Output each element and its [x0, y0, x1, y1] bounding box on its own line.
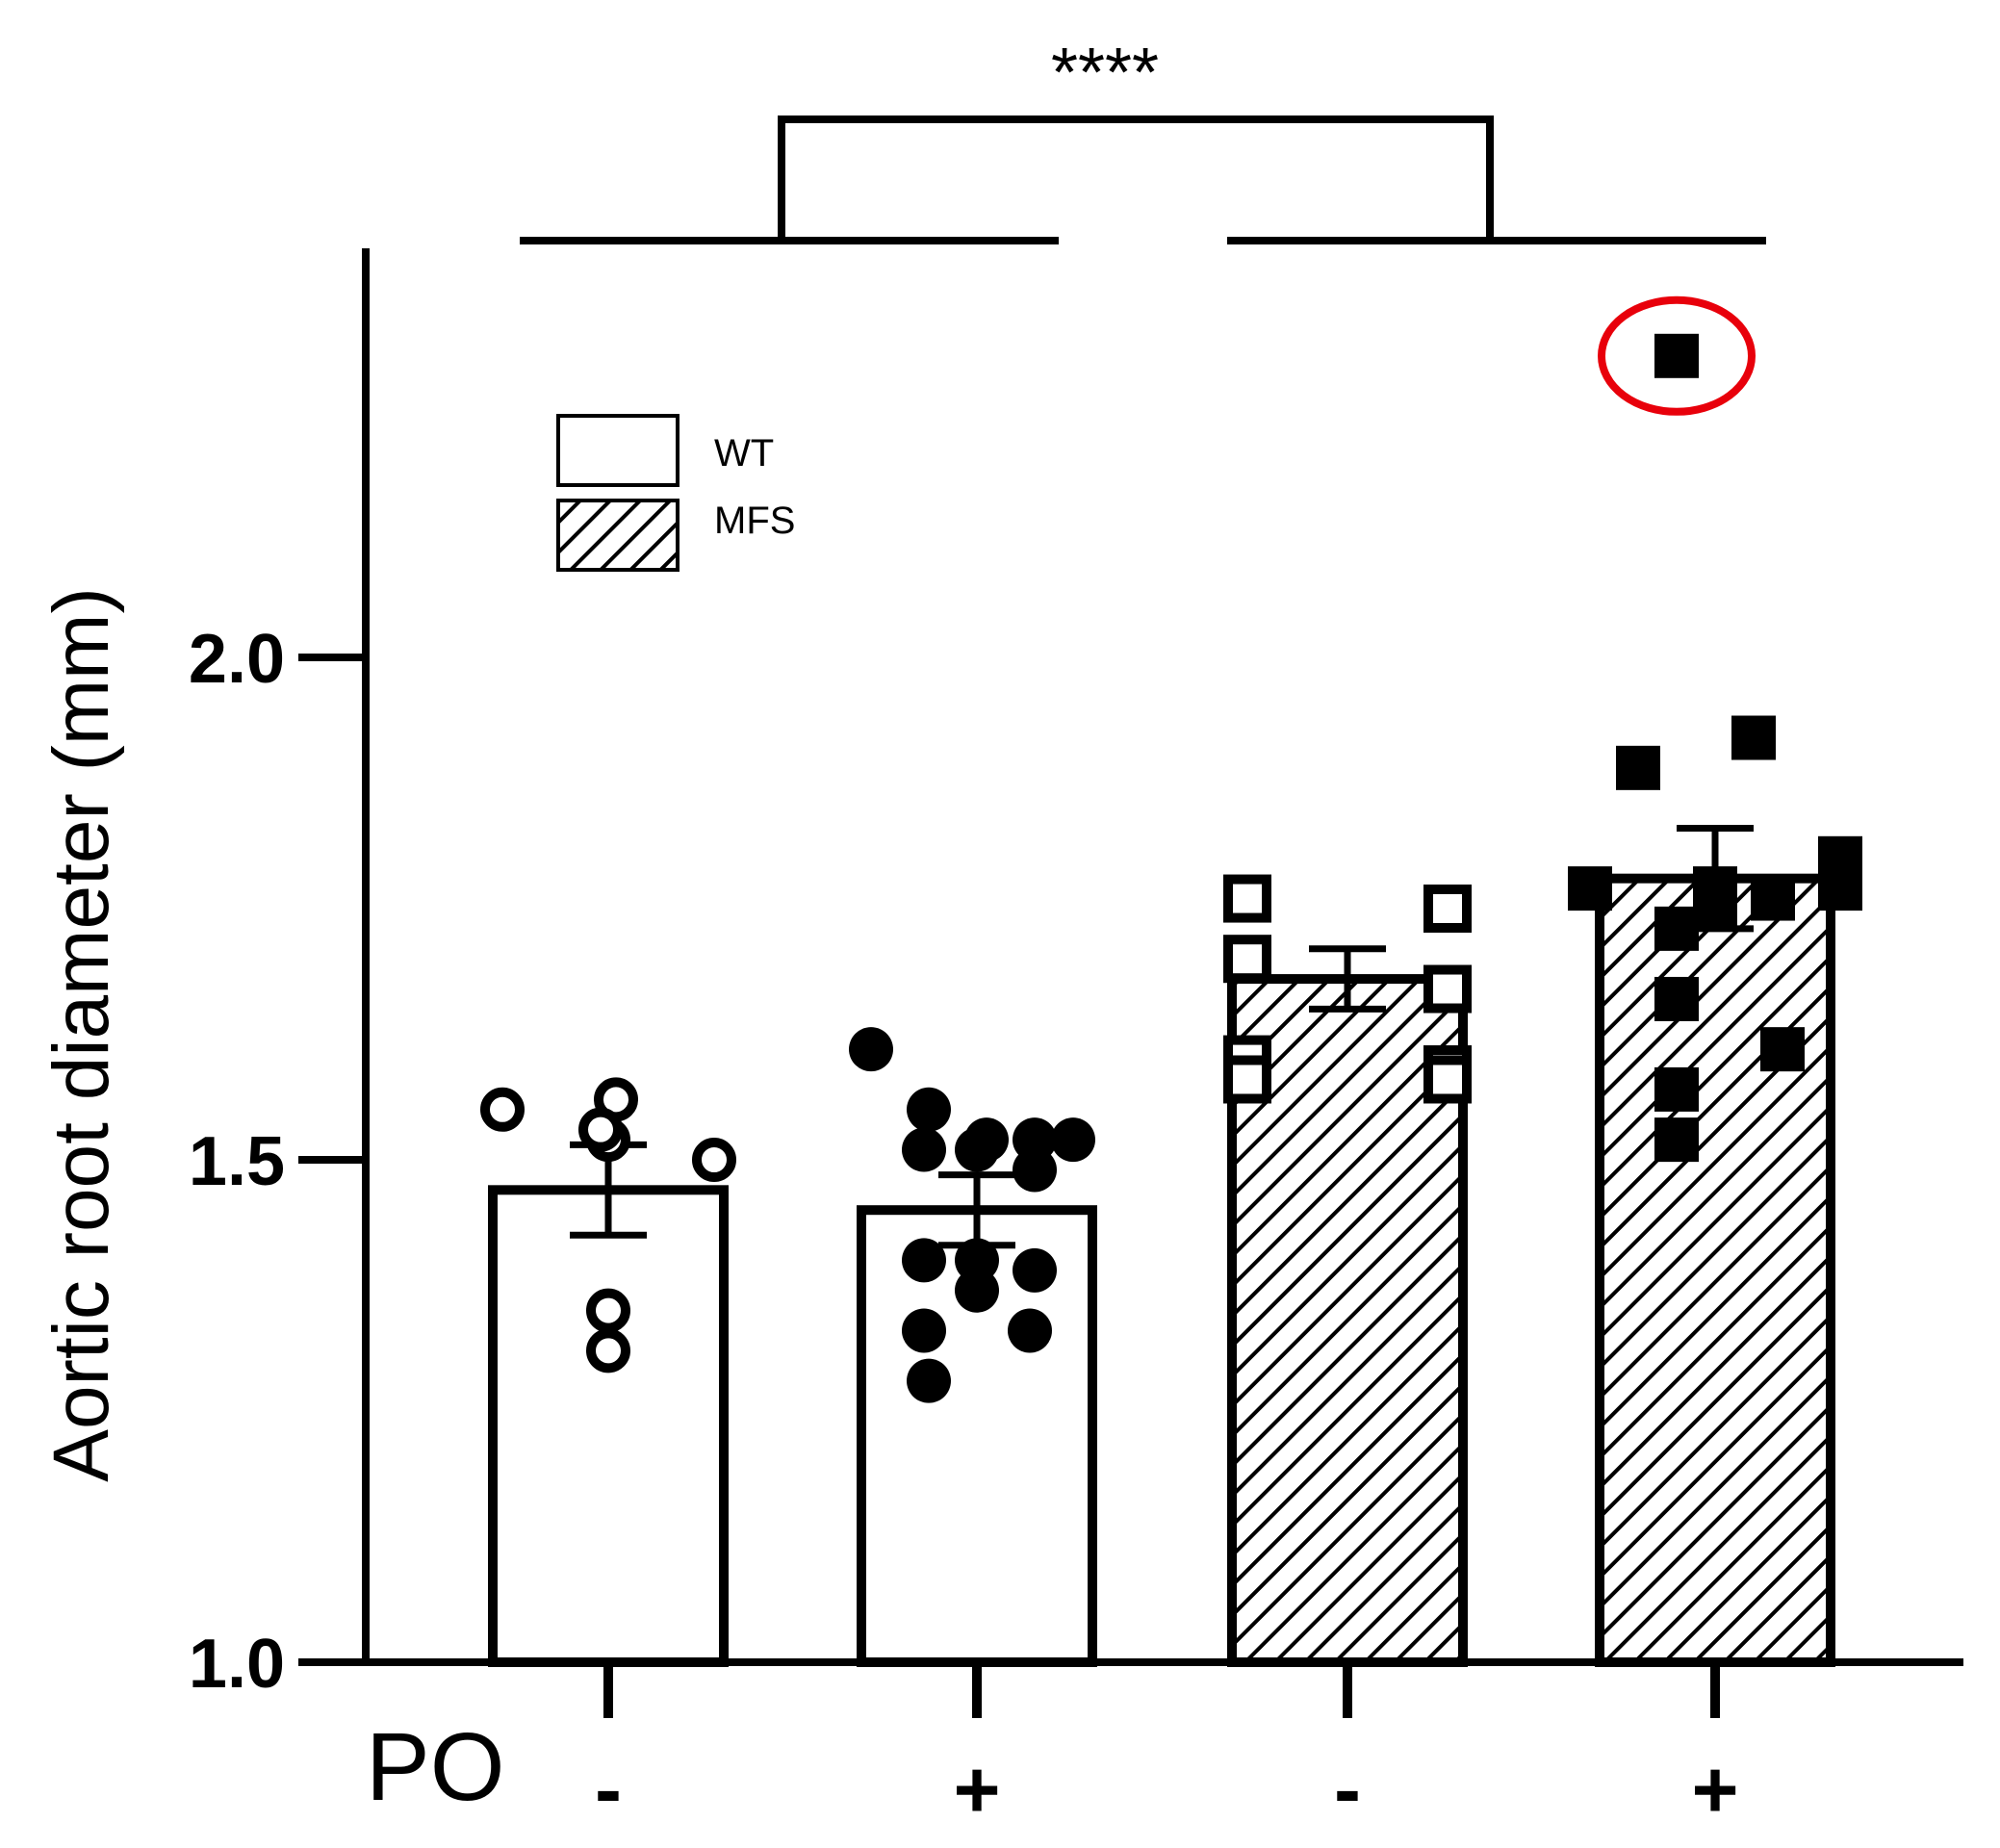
- data-point-filled-circle: [955, 1268, 999, 1313]
- y-tick-label: 2.0: [189, 621, 285, 698]
- data-point-open-square: [1423, 1055, 1472, 1104]
- significance-bracket: ****: [520, 35, 1766, 244]
- data-point-open-circle: [480, 1087, 525, 1132]
- data-point-filled-circle: [902, 1127, 946, 1172]
- y-axis-label: Aortic root diameter (mm): [38, 587, 125, 1482]
- data-point-filled-square: [1654, 333, 1699, 378]
- data-point-open-square: [1223, 874, 1271, 923]
- axes-layer: 1.0 1.5 2.0 - + - +: [189, 248, 1963, 1835]
- legend-label-mfs: MFS: [714, 500, 795, 542]
- bracket-top: [778, 116, 1494, 241]
- data-point-filled-circle: [907, 1358, 951, 1403]
- outlier-highlight-circle: [1598, 295, 1756, 416]
- data-point-filled-square: [1818, 866, 1862, 911]
- data-point-open-circle: [586, 1328, 630, 1373]
- data-point-filled-square: [1616, 745, 1660, 790]
- data-point-filled-square: [1654, 1066, 1699, 1112]
- data-point-open-square: [1423, 964, 1472, 1014]
- bar-mfs-po-plus: [1595, 873, 1835, 1667]
- data-point-filled-circle: [1013, 1147, 1057, 1193]
- data-point-filled-circle: [1013, 1247, 1057, 1293]
- data-point-filled-square: [1654, 1117, 1699, 1163]
- data-point-filled-square: [1654, 906, 1699, 951]
- data-point-filled-square: [1568, 866, 1612, 911]
- data-point-filled-square: [1731, 715, 1776, 760]
- data-point-filled-circle: [902, 1238, 946, 1283]
- data-point-filled-square: [1760, 1027, 1805, 1072]
- data-point-open-circle: [692, 1138, 736, 1182]
- data-point-open-square: [1223, 1055, 1271, 1104]
- significance-label: ****: [1051, 35, 1159, 112]
- legend-swatch-mfs: [556, 499, 679, 572]
- data-point-open-circle: [586, 1288, 630, 1333]
- x-tick-label: -: [595, 1744, 622, 1835]
- x-axis-label: PO: [366, 1713, 504, 1821]
- points-layer: [480, 295, 1862, 1403]
- y-tick-label: 1.5: [189, 1123, 285, 1200]
- data-point-open-square: [1423, 885, 1472, 933]
- data-point-filled-circle: [902, 1308, 946, 1353]
- data-point-filled-circle: [1051, 1117, 1095, 1163]
- bars-layer: [488, 824, 1835, 1667]
- x-tick-label: +: [1691, 1744, 1738, 1835]
- legend-label-wt: WT: [714, 432, 774, 475]
- y-tick-label: 1.0: [189, 1626, 285, 1703]
- data-point-filled-square: [1654, 976, 1699, 1021]
- data-point-filled-square: [1751, 876, 1795, 921]
- data-point-filled-circle: [955, 1127, 999, 1172]
- data-point-filled-square: [1693, 886, 1737, 931]
- data-point-filled-circle: [849, 1027, 893, 1072]
- data-point-filled-circle: [907, 1087, 951, 1132]
- x-tick-label: -: [1334, 1744, 1361, 1835]
- bar-wt-po-minus: [488, 1185, 729, 1667]
- legend: WT MFS: [556, 414, 795, 572]
- data-point-open-circle: [578, 1107, 623, 1152]
- data-point-open-square: [1223, 935, 1271, 984]
- x-tick-label: +: [953, 1744, 1000, 1835]
- data-point-filled-circle: [1008, 1308, 1052, 1353]
- legend-swatch-wt: [556, 414, 679, 487]
